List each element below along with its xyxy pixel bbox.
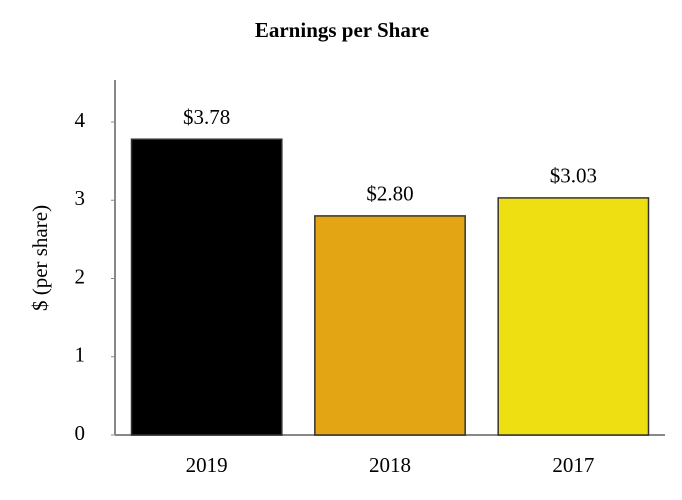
bar [497, 197, 650, 436]
bar [314, 215, 466, 436]
x-tick-label: 2017 [552, 453, 594, 477]
x-tick-label: 2019 [186, 453, 228, 477]
y-tick-label: 1 [75, 343, 86, 367]
value-label: $2.80 [366, 182, 413, 206]
y-tick-label: 0 [75, 421, 86, 445]
y-tick-label: 4 [75, 108, 86, 132]
chart-title: Earnings per Share [255, 18, 429, 42]
value-label: $3.78 [183, 105, 230, 129]
y-tick-label: 3 [75, 186, 86, 210]
y-tick-label: 2 [75, 264, 86, 288]
value-label: $3.03 [550, 164, 597, 188]
y-axis-label: $ (per share) [28, 205, 52, 311]
x-tick-label: 2018 [369, 453, 411, 477]
bar [130, 138, 283, 436]
